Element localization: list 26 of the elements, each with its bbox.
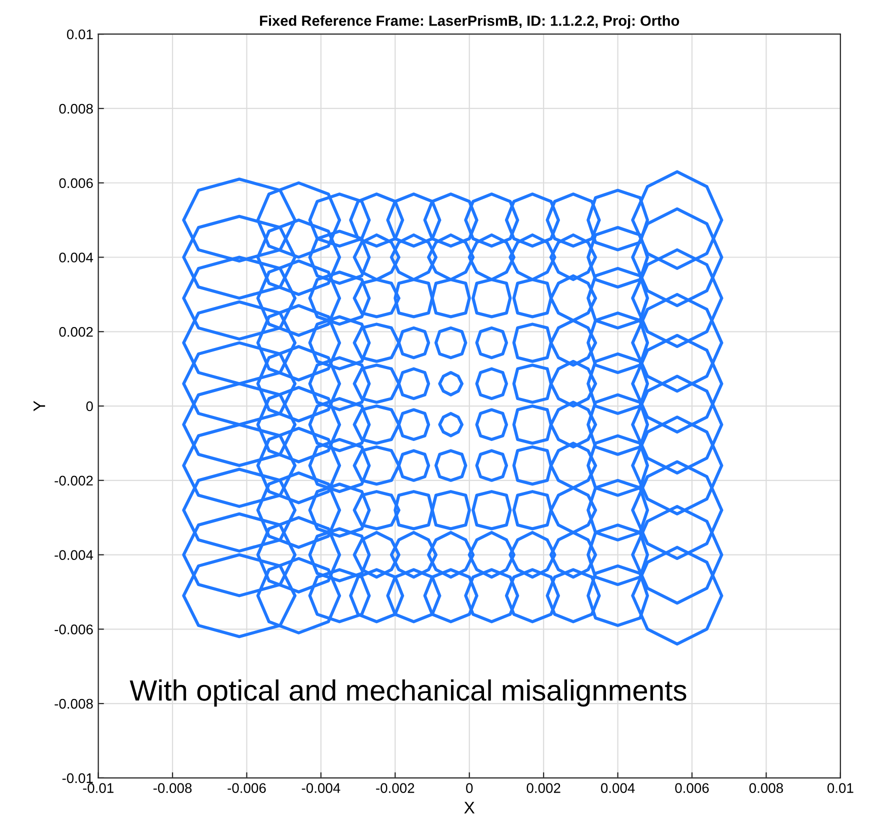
y-tick-label: 0.002 (59, 326, 93, 337)
x-tick-label: -0.002 (376, 783, 414, 793)
y-axis-title: Y (34, 400, 46, 412)
x-tick-label: -0.008 (153, 783, 192, 793)
x-tick-label: -0.004 (302, 783, 340, 793)
y-tick-label: 0.01 (66, 29, 93, 40)
x-tick-label: 0.006 (675, 783, 709, 793)
x-tick-label: 0.004 (600, 783, 635, 793)
x-axis-title: X (464, 802, 475, 814)
x-tick-label: 0.002 (526, 783, 560, 793)
y-tick-label: -0.004 (54, 550, 94, 560)
x-tick-label: 0.01 (827, 783, 854, 793)
x-tick-label: 0.008 (749, 783, 783, 793)
y-tick-label: 0.004 (59, 252, 94, 262)
y-tick-label: 0.008 (59, 104, 93, 114)
annotation: With optical and mechanical misalignments (130, 679, 686, 707)
y-tick-label: 0 (86, 401, 93, 412)
x-tick-label: -0.006 (228, 783, 266, 793)
y-tick-label: -0.006 (54, 624, 93, 634)
y-tick-label: 0.006 (59, 178, 93, 188)
x-tick-label: 0 (466, 783, 473, 793)
chart-title: Fixed Reference Frame: LaserPrismB, ID: 1.1.2.2, Proj: Ortho (260, 15, 680, 29)
y-tick-label: -0.002 (54, 476, 93, 486)
x-tick-label: -0.01 (83, 783, 114, 793)
y-tick-label: -0.01 (62, 773, 93, 784)
y-tick-label: -0.008 (54, 698, 93, 709)
